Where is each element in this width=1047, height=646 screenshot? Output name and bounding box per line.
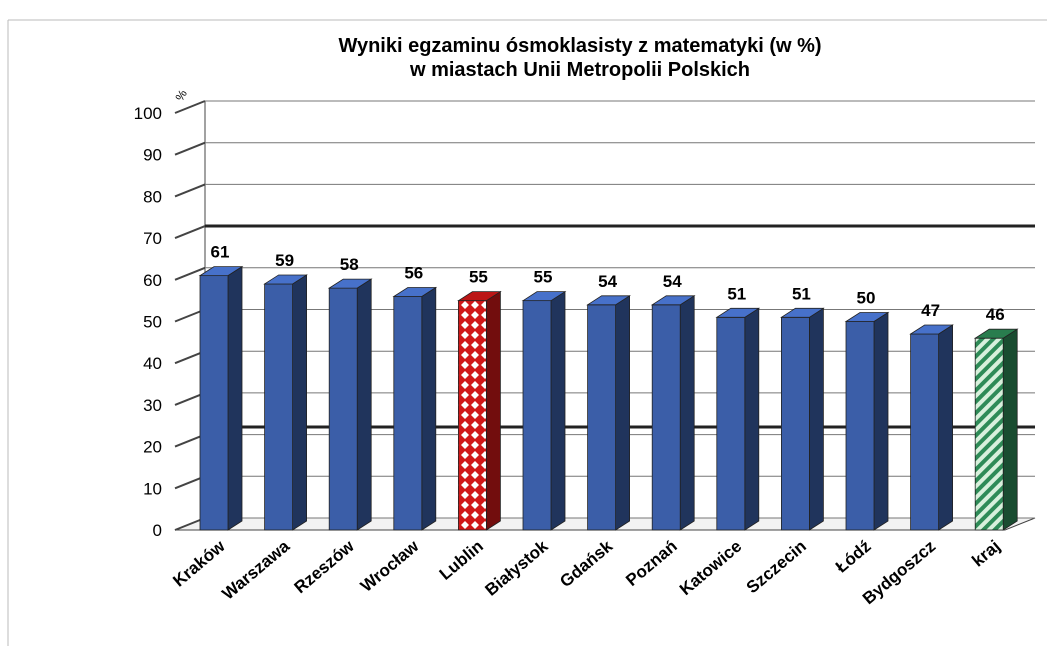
bar-top [521,291,567,302]
value-label: 47 [921,301,940,320]
tick-mark [174,100,206,114]
bar-group [715,307,761,531]
x-tick-label: Poznań [622,537,681,590]
bar-group [457,290,502,531]
bar [457,300,487,531]
x-tick-label: Kraków [169,536,229,591]
x-tick-label: Warszawa [218,536,293,603]
value-label: 54 [663,272,682,291]
bar-side [485,290,501,531]
bar-group [650,295,696,531]
bar-side [873,311,889,531]
value-label: 56 [404,263,423,282]
tick-mark [174,266,206,281]
bar-top [457,291,502,302]
bar-group [263,274,308,531]
value-label: 46 [986,305,1005,324]
tick-mark [174,225,206,240]
bar-side [938,324,953,531]
value-label: 58 [340,255,359,274]
y-tick-label: 30 [143,396,162,415]
bar-group [586,295,631,531]
bar-side [356,278,372,531]
value-label: 50 [857,289,876,308]
y-tick-label: 70 [143,229,162,248]
bar [328,287,358,531]
x-tick-label: Lublin [436,537,487,584]
bar [781,316,810,531]
value-label: 54 [598,272,617,291]
bar-side [227,265,243,531]
bar-group [392,286,438,531]
bar-side [809,307,824,531]
value-label: 51 [792,284,811,303]
x-tick-label: Katowice [676,537,745,600]
value-label: 61 [211,243,230,262]
bar [522,300,552,531]
bar-group [909,324,954,531]
y-unit: % [172,87,190,104]
y-tick-label: 100 [134,104,162,123]
bar [716,316,746,531]
y-tick-label: 50 [143,313,162,332]
y-tick-label: 10 [143,479,162,498]
value-label: 55 [469,268,488,287]
bar-top [327,278,373,289]
y-tick-label: 20 [143,438,162,457]
y-tick-label: 60 [143,271,162,290]
bar-top [263,274,308,285]
bar-top [844,312,890,322]
y-tick-label: 40 [143,354,162,373]
x-tick-label: Rzeszów [291,536,359,597]
value-label: 51 [727,284,746,303]
y-tick-label: 80 [143,187,162,206]
bar [393,296,423,531]
bar [651,304,681,531]
tick-mark [174,141,206,156]
bar-group [844,311,890,531]
bar-group [327,278,373,531]
y-tick-label: 0 [153,521,162,540]
tick-mark [174,183,206,198]
bar-side [679,295,695,531]
chart-title: Wyniki egzaminu ósmoklasisty z matematyk… [338,35,821,57]
bar-side [421,286,437,531]
bar-side [550,290,566,531]
bar-side [292,274,308,531]
bar-top [780,307,825,318]
bar-top [586,295,631,306]
bar-top [973,328,1019,339]
bar-side [1002,328,1018,531]
bar [264,283,294,531]
x-tick-label: Wrocław [357,536,423,596]
x-tick-label: Białystok [481,536,552,599]
value-label: 55 [534,268,553,287]
bar-top [392,287,438,297]
bar-top [715,307,761,318]
x-tick-label: kraj [968,537,1003,571]
x-tick-label: Łódź [832,537,875,577]
bar-group [780,307,825,531]
bar [587,304,616,531]
bar [910,333,939,531]
bar-side [744,307,760,531]
value-label: 59 [275,251,294,270]
bar [845,321,875,531]
bar-group [521,290,567,531]
x-tick-label: Gdańsk [556,536,616,591]
bar [974,337,1004,531]
bar-top [909,324,954,335]
bar-side [615,295,630,531]
plot: 0 10 20 30 40 50 60 70 80 90 100 61 Kraków 59 Warszawa… [134,100,1036,608]
x-tick-label: Szczecin [743,537,810,598]
bar-group [198,265,244,531]
bar [199,275,229,531]
y-tick-label: 90 [143,146,162,165]
bar-top [198,266,244,277]
bar-group [973,328,1019,531]
chart-title: w miastach Unii Metropolii Polskich [409,59,750,81]
bar-top [650,295,696,306]
